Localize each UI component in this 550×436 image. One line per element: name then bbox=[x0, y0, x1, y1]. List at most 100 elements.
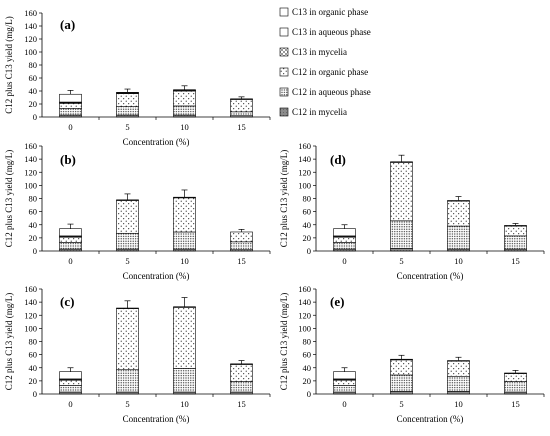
bar-segment bbox=[230, 364, 253, 382]
bar-segment bbox=[390, 391, 413, 395]
bar-segment bbox=[116, 308, 139, 371]
bar-segment bbox=[173, 105, 196, 116]
bar-segment bbox=[504, 225, 527, 237]
bar-segment bbox=[447, 360, 470, 362]
bar-segment bbox=[173, 306, 196, 308]
legend-label: C13 in aqueous phase bbox=[292, 27, 371, 37]
y-tick-label: 140 bbox=[298, 297, 311, 307]
legend-label: C13 in mycelia bbox=[292, 47, 347, 57]
bar-segment bbox=[504, 235, 527, 250]
y-tick-label: 60 bbox=[29, 207, 38, 217]
legend-swatch bbox=[279, 67, 289, 77]
bar-segment bbox=[333, 379, 356, 386]
y-tick-label: 60 bbox=[303, 350, 312, 360]
y-tick-label: 0 bbox=[33, 389, 37, 399]
y-axis-label: C12 plus C13 yield (mg/L) bbox=[279, 150, 289, 248]
bar-segment bbox=[116, 200, 139, 234]
bar-segment bbox=[230, 231, 253, 243]
bar-segment bbox=[390, 374, 413, 392]
panel-label: (a) bbox=[60, 17, 75, 32]
x-tick-label: 10 bbox=[454, 399, 463, 409]
bar-segment bbox=[230, 111, 253, 117]
panel-2: 0 20 40 60 80 100 120 140 160 0 5 10 15 Concentration… bbox=[4, 284, 271, 424]
bar-segment bbox=[59, 228, 82, 237]
y-tick-label: 100 bbox=[298, 323, 311, 333]
x-axis-label: Concentration (%) bbox=[397, 414, 464, 424]
y-tick-label: 0 bbox=[307, 246, 311, 256]
y-tick-label: 40 bbox=[29, 86, 38, 96]
legend-label: C12 in mycelia bbox=[292, 107, 347, 117]
panel-0: 0 20 40 60 80 100 120 140 160 0 5 10 15 Concentration… bbox=[4, 8, 271, 147]
y-tick-label: 140 bbox=[24, 154, 37, 164]
bar-segment bbox=[333, 385, 356, 393]
bar-segment bbox=[390, 359, 413, 376]
y-tick-label: 60 bbox=[303, 207, 312, 217]
bar-segment bbox=[504, 225, 527, 227]
panel-label: (d) bbox=[330, 152, 346, 167]
bar-segment bbox=[116, 106, 139, 116]
x-tick-label: 5 bbox=[125, 399, 129, 409]
y-tick-label: 20 bbox=[29, 99, 38, 109]
y-tick-label: 20 bbox=[29, 376, 38, 386]
panel-label: (e) bbox=[330, 294, 344, 309]
bar-segment bbox=[390, 358, 413, 361]
bar-segment bbox=[447, 200, 470, 202]
bar-segment bbox=[390, 220, 413, 249]
x-axis-label: Concentration (%) bbox=[397, 271, 464, 281]
y-tick-label: 20 bbox=[303, 376, 312, 386]
y-tick-label: 160 bbox=[24, 284, 37, 294]
y-axis-label: C12 plus C13 yield (mg/L) bbox=[4, 16, 14, 114]
y-tick-label: 100 bbox=[24, 47, 37, 57]
y-tick-label: 0 bbox=[307, 389, 311, 399]
legend-swatch bbox=[279, 47, 289, 57]
y-tick-label: 160 bbox=[298, 141, 311, 151]
bar-segment bbox=[116, 369, 139, 393]
y-tick-label: 120 bbox=[24, 310, 37, 320]
bar-segment bbox=[173, 89, 196, 91]
x-tick-label: 0 bbox=[68, 399, 72, 409]
x-tick-label: 0 bbox=[342, 256, 346, 266]
bar-segment bbox=[230, 241, 253, 250]
x-tick-label: 0 bbox=[342, 399, 346, 409]
bar-segment bbox=[59, 371, 82, 380]
panel-label: (b) bbox=[60, 152, 76, 167]
y-tick-label: 0 bbox=[33, 112, 37, 122]
legend-swatch bbox=[279, 7, 289, 17]
x-tick-label: 15 bbox=[511, 399, 520, 409]
y-tick-label: 140 bbox=[24, 21, 37, 31]
bar-segment bbox=[504, 372, 527, 374]
x-tick-label: 15 bbox=[237, 122, 246, 132]
y-tick-label: 100 bbox=[24, 323, 37, 333]
y-axis-label: C12 plus C13 yield (mg/L) bbox=[4, 150, 14, 248]
x-tick-label: 10 bbox=[180, 399, 189, 409]
bar-segment bbox=[447, 360, 470, 377]
bar-segment bbox=[173, 90, 196, 107]
bar-segment bbox=[230, 98, 253, 100]
y-tick-label: 40 bbox=[303, 220, 312, 230]
y-tick-label: 120 bbox=[24, 34, 37, 44]
bar-segment bbox=[447, 391, 470, 395]
panel-3: 0 20 40 60 80 100 120 140 160 0 5 10 15 Concentration… bbox=[279, 141, 545, 281]
bar-segment bbox=[333, 228, 356, 237]
y-tick-label: 0 bbox=[33, 246, 37, 256]
bar-segment bbox=[59, 236, 82, 243]
x-tick-label: 15 bbox=[237, 399, 246, 409]
y-tick-label: 40 bbox=[303, 363, 312, 373]
y-tick-label: 120 bbox=[298, 310, 311, 320]
bar-segment bbox=[230, 363, 253, 365]
x-axis-label: Concentration (%) bbox=[123, 414, 190, 424]
legend-swatch bbox=[279, 87, 289, 97]
bar-segment bbox=[173, 197, 196, 233]
x-tick-label: 0 bbox=[68, 122, 72, 132]
bar-segment bbox=[116, 93, 139, 107]
bar-segment bbox=[59, 242, 82, 250]
y-tick-label: 80 bbox=[29, 337, 38, 347]
bar-segment bbox=[230, 99, 253, 113]
legend-label: C13 in organic phase bbox=[292, 7, 368, 17]
x-tick-label: 0 bbox=[68, 256, 72, 266]
bar-segment bbox=[59, 379, 82, 386]
bar-segment bbox=[504, 373, 527, 382]
y-tick-label: 80 bbox=[303, 337, 312, 347]
bar-segment bbox=[333, 371, 356, 380]
